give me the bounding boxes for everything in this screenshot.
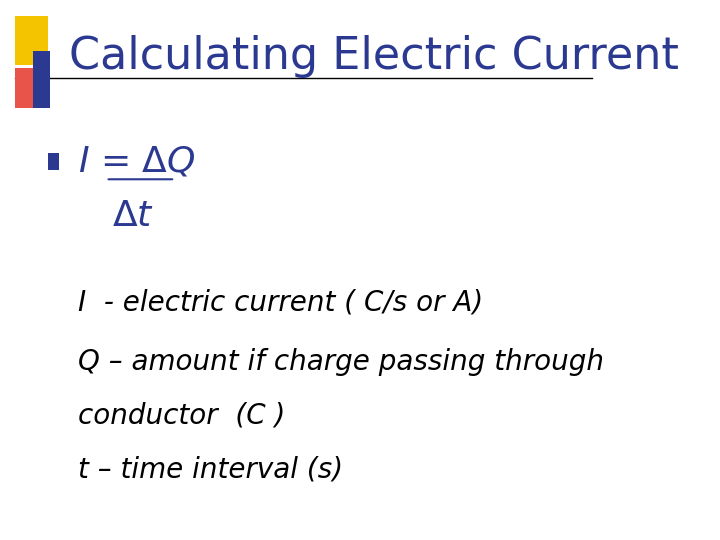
Text: I  - electric current ( C/s or A): I - electric current ( C/s or A) [78,288,484,316]
Text: $I$ = $\Delta Q$: $I$ = $\Delta Q$ [78,145,196,179]
Text: conductor  (C ): conductor (C ) [78,402,286,430]
Text: $\Delta t$: $\Delta t$ [112,199,153,233]
FancyBboxPatch shape [48,153,59,170]
Text: Calculating Electric Current: Calculating Electric Current [69,35,680,78]
FancyBboxPatch shape [15,16,48,65]
FancyBboxPatch shape [33,51,50,108]
FancyBboxPatch shape [15,68,40,108]
Text: t – time interval (s): t – time interval (s) [78,456,343,484]
Text: Q – amount if charge passing through: Q – amount if charge passing through [78,348,605,376]
